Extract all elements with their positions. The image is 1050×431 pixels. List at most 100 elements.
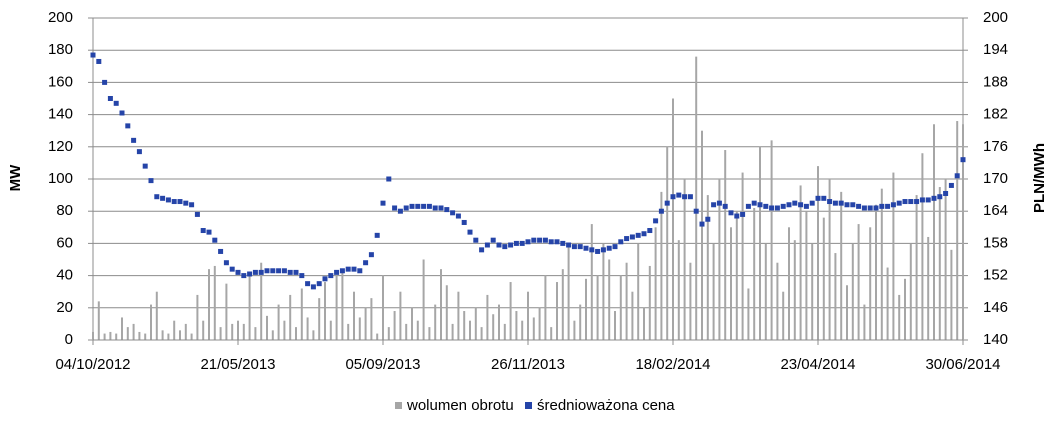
marker: [96, 58, 102, 64]
bar: [938, 187, 941, 340]
bar: [341, 269, 344, 340]
bar: [730, 227, 732, 340]
bar: [376, 333, 379, 340]
bar: [950, 249, 953, 340]
bar: [202, 320, 205, 340]
bar: [857, 224, 860, 340]
bar: [260, 262, 263, 340]
bar: [683, 179, 686, 340]
marker: [102, 79, 108, 85]
x-tick-label: 23/04/2014: [780, 356, 855, 373]
marker: [873, 205, 879, 211]
marker: [850, 202, 856, 208]
bar: [828, 179, 831, 340]
marker: [948, 182, 954, 188]
marker: [566, 242, 572, 248]
bar: [451, 323, 454, 340]
marker: [148, 178, 154, 184]
bar: [660, 191, 663, 340]
bar: [132, 323, 135, 340]
marker: [131, 137, 137, 143]
bar: [358, 317, 361, 340]
marker: [577, 244, 583, 250]
bar: [909, 243, 912, 340]
marker: [247, 271, 253, 277]
marker: [653, 218, 659, 224]
bar: [544, 275, 547, 340]
bar: [295, 327, 297, 340]
marker: [165, 197, 171, 203]
bar: [962, 124, 964, 340]
bar: [614, 311, 616, 340]
marker: [943, 190, 949, 196]
bar: [527, 291, 529, 340]
marker: [821, 195, 827, 201]
marker: [925, 197, 931, 203]
marker: [189, 202, 195, 208]
marker: [287, 269, 293, 275]
marker: [861, 205, 867, 211]
marker: [194, 211, 200, 217]
marker: [542, 237, 548, 243]
bar: [103, 333, 106, 340]
bar: [463, 311, 466, 340]
y2-tick-label: 188: [983, 73, 1008, 90]
y2-tick-label: 176: [983, 138, 1008, 155]
y-tick-label: 40: [56, 267, 73, 284]
marker: [368, 252, 374, 258]
marker: [171, 199, 177, 205]
bar: [155, 291, 158, 340]
bar: [579, 304, 582, 340]
bar: [567, 243, 570, 340]
bar: [306, 317, 309, 340]
y2-tick-label: 152: [983, 267, 1008, 284]
bar: [822, 217, 825, 340]
bar: [324, 282, 326, 340]
marker: [908, 199, 914, 205]
y-tick-label: 180: [48, 41, 73, 58]
marker: [612, 244, 618, 250]
bar: [834, 253, 837, 340]
marker: [113, 100, 119, 106]
marker: [954, 173, 960, 179]
y2-tick-label: 140: [983, 331, 1008, 348]
marker: [525, 239, 531, 245]
bar: [735, 211, 738, 340]
marker: [885, 203, 891, 209]
marker: [380, 200, 386, 206]
marker: [571, 244, 577, 250]
bar: [184, 323, 187, 340]
bar: [793, 240, 796, 340]
bar: [817, 166, 819, 340]
bar: [811, 243, 814, 340]
marker: [223, 260, 229, 266]
bar: [474, 307, 477, 340]
marker: [774, 205, 780, 211]
y-tick-label: 100: [48, 170, 73, 187]
bar: [666, 146, 669, 340]
bar: [364, 307, 367, 340]
y-tick-label: 120: [48, 138, 73, 155]
bar: [608, 259, 611, 340]
bar: [747, 288, 750, 340]
marker: [705, 216, 711, 222]
bar: [213, 265, 216, 340]
marker: [305, 281, 311, 287]
marker: [363, 260, 369, 266]
marker: [722, 203, 728, 209]
marker: [519, 240, 525, 246]
bar: [602, 243, 605, 340]
x-tick-label: 04/10/2012: [55, 356, 130, 373]
marker: [548, 239, 554, 245]
marker: [513, 240, 519, 246]
y2-tick-label: 158: [983, 234, 1008, 251]
marker: [386, 176, 392, 182]
bar: [753, 207, 756, 340]
marker: [241, 273, 247, 279]
bar: [648, 265, 651, 340]
marker: [444, 207, 450, 213]
marker: [310, 284, 316, 290]
marker: [757, 202, 763, 208]
marker: [490, 237, 496, 243]
